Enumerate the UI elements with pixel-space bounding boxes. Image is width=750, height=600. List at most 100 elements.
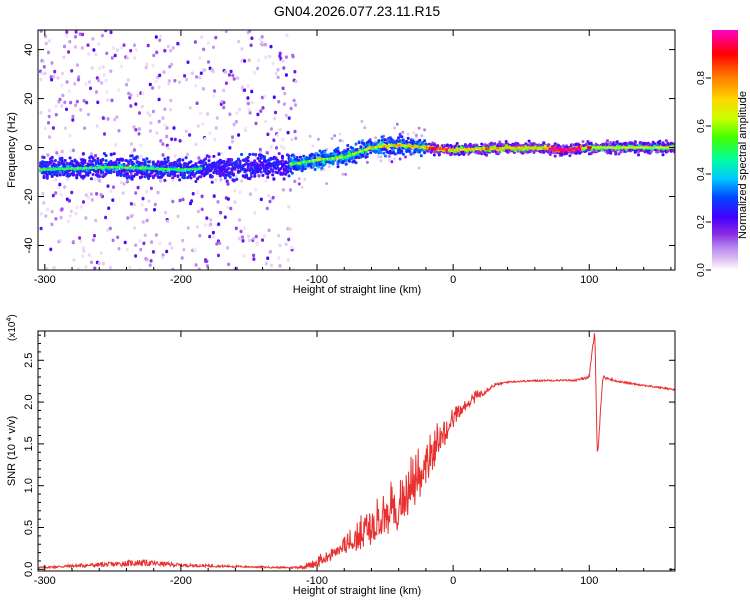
snr-x-tick-label: -100: [306, 575, 328, 587]
spectrogram-cell: [359, 145, 363, 149]
snr-y-ticks: 0.0 0.5 1.0 1.5 2.0 2.5: [23, 334, 675, 577]
spectrogram-cell: [278, 51, 282, 56]
spectrogram-cell: [78, 172, 82, 176]
spectrogram-cell: [260, 35, 264, 39]
snr-plot-area: [38, 331, 675, 571]
spectrogram-cell: [103, 163, 107, 167]
spectrogram-cell: [282, 146, 286, 150]
spectrogram-cell: [138, 111, 141, 115]
spectrogram-cell: [65, 107, 68, 112]
spectrogram-cell: [325, 182, 328, 186]
spectrogram-cell: [341, 172, 345, 176]
spectrogram-cell: [70, 190, 74, 195]
spectrogram-cell: [313, 168, 317, 171]
colorbar: 0.0 0.2 0.4 0.6 0.8 Normalized spectral ampl…: [696, 30, 749, 277]
spectrogram-cell: [240, 153, 244, 156]
spectrogram-cell: [274, 71, 278, 76]
spectrogram-cell: [139, 143, 143, 148]
spectrogram-cell: [102, 168, 106, 172]
spectrogram-cell: [377, 139, 381, 143]
spectrogram-cell: [96, 100, 100, 105]
snr-y-tick-label: 2.0: [23, 394, 35, 409]
spectrogram-cell: [261, 106, 265, 110]
spectrogram-cell: [188, 133, 192, 137]
spectrogram-cell: [203, 68, 207, 72]
spectrogram-cell: [206, 112, 210, 116]
spectrogram-cell: [156, 190, 160, 195]
snr-x-tick-label: -200: [170, 575, 192, 587]
spectrogram-cell: [586, 146, 592, 149]
spectrogram-cell: [110, 98, 114, 103]
snr-x-tick-label: -300: [34, 575, 56, 587]
spectrogram-cell: [117, 129, 121, 133]
spectrogram-cell: [134, 128, 138, 132]
spectrogram-cell: [176, 175, 180, 178]
spectrogram-cell: [58, 182, 62, 187]
spectrogram-cell: [223, 167, 227, 170]
spectrogram-cell: [97, 78, 101, 83]
spectrogram-cell: [84, 193, 88, 197]
spectrogram-cell: [65, 34, 69, 38]
spectrogram-cell: [204, 157, 208, 161]
spectrogram-cell: [99, 193, 103, 197]
spectrogram-cell: [390, 160, 394, 164]
spectrogram-cell: [178, 80, 181, 84]
spectrogram-cell: [148, 129, 152, 133]
spectrogram-cell: [79, 108, 83, 112]
spectrogram-cell: [45, 266, 49, 270]
spectrogram-cell: [234, 226, 238, 231]
spectrogram-cell: [126, 216, 130, 220]
spectrogram-x-tick-label: 0: [450, 274, 456, 286]
spectrogram-cell: [181, 197, 185, 202]
spectrogram-cell: [543, 144, 547, 148]
spectrogram-cell: [271, 173, 275, 177]
colorbar-gradient: [712, 30, 738, 270]
spectrogram-cell: [51, 193, 55, 198]
spectrogram-cell: [242, 254, 246, 258]
spectrogram-cell: [247, 58, 251, 62]
spectrogram-cell: [360, 119, 364, 123]
spectrogram-y-label: Frequency (Hz): [6, 112, 18, 188]
spectrogram-cell: [619, 150, 623, 154]
spectrogram-cell: [165, 134, 169, 139]
spectrogram-cell: [293, 179, 297, 184]
spectrogram-cell: [49, 247, 53, 252]
spectrogram-cell: [261, 238, 264, 242]
spectrogram-cell: [142, 241, 146, 246]
spectrogram-cell: [144, 207, 148, 212]
spectrogram-cell: [282, 102, 286, 106]
spectrogram-cell: [568, 154, 572, 158]
spectrogram-cell: [178, 178, 182, 182]
spectrogram-cell: [88, 171, 92, 175]
spectrogram-cell: [614, 152, 618, 156]
spectrogram-cell: [283, 91, 287, 96]
spectrogram-cell: [197, 267, 201, 270]
spectrogram-cell: [284, 242, 288, 246]
spectrogram-cell: [210, 180, 214, 184]
spectrogram-cell: [154, 35, 158, 39]
spectrogram-cell: [73, 82, 77, 86]
spectrogram-cell: [297, 177, 301, 181]
spectrogram-cell: [234, 120, 238, 124]
spectrogram-cell: [205, 171, 209, 175]
spectrogram-cell: [303, 165, 307, 169]
spectrogram-cell: [128, 265, 132, 269]
spectrogram-cell: [658, 139, 662, 143]
spectrogram-cell: [91, 37, 95, 41]
spectrogram-cell: [227, 73, 231, 77]
spectrogram-cell: [255, 242, 259, 247]
spectrogram-cell: [637, 153, 640, 157]
spectrogram-cell: [137, 132, 141, 136]
spectrogram-cell: [62, 55, 66, 60]
spectrogram-cell: [290, 138, 294, 142]
spectrogram-cell: [234, 174, 238, 179]
spectrogram-cell: [143, 233, 147, 237]
spectrogram-cell: [222, 100, 226, 105]
spectrogram-cell: [60, 207, 64, 211]
spectrogram-cell: [184, 156, 188, 160]
spectrogram-cell: [293, 70, 297, 74]
spectrogram-cell: [589, 141, 593, 145]
spectrogram-y-tick-label: 20: [23, 92, 35, 104]
spectrogram-cell: [295, 156, 299, 159]
spectrogram-cell: [50, 78, 54, 82]
